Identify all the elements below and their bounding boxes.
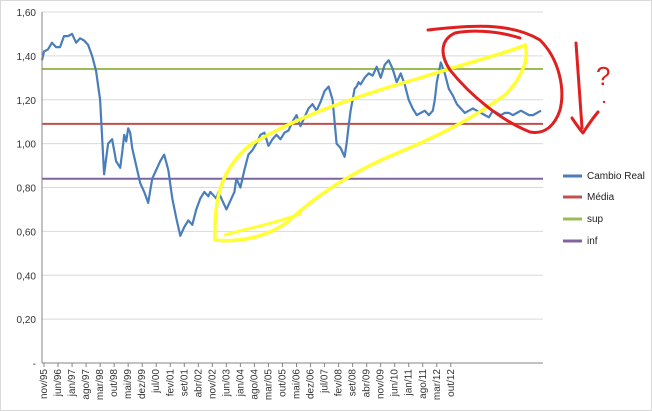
x-tick-label-2: jan/97	[67, 369, 78, 398]
cambio-real-series-line	[40, 32, 542, 237]
legend-item-media: Média	[563, 192, 615, 203]
x-tick-label-26: jan/11	[404, 369, 415, 397]
x-tick-label-16: mar/05	[263, 369, 274, 401]
x-tick-label-27: ago/11	[418, 369, 429, 399]
red-question-mark: ?	[596, 61, 610, 91]
x-tick-label-24: nov/09	[376, 369, 387, 399]
y-tick-label-8: -	[33, 359, 36, 370]
y-tick-label-0: 1,60	[17, 8, 37, 19]
x-tick-label-17: out/05	[277, 369, 288, 397]
x-tick-label-22: set/08	[348, 369, 359, 397]
x-tick-label-12: nov/02	[207, 369, 218, 399]
yellow-trend-ellipse-inner	[223, 212, 302, 237]
x-tick-label-11: abr/02	[193, 369, 204, 398]
x-tick-label-29: out/12	[446, 369, 457, 397]
y-tick-label-2: 1,20	[17, 96, 37, 107]
x-tick-label-9: fev/01	[165, 369, 176, 397]
x-tick-label-25: jun/10	[390, 369, 401, 398]
red-dot	[602, 100, 606, 104]
legend-item-inf: inf	[563, 236, 598, 247]
y-tick-label-7: 0,20	[17, 315, 37, 326]
x-tick-label-21: fev/08	[334, 369, 345, 397]
x-tick-label-5: out/98	[109, 369, 120, 397]
x-tick-label-0: nov/95	[39, 369, 50, 399]
x-tick-label-28: mar/12	[432, 369, 443, 401]
x-tick-label-6: mai/99	[123, 369, 134, 399]
x-tick-label-18: mai/06	[292, 369, 303, 399]
x-tick-label-15: ago/04	[249, 369, 260, 400]
x-axis-tick-labels: nov/95 jun/96 jan/97 ago/97 mar/98 out/98 mai/…	[39, 369, 457, 401]
x-tick-label-10: set/01	[179, 369, 190, 397]
legend-item-sup: sup	[563, 214, 604, 225]
legend-label-cambio-real: Cambio Real	[587, 171, 645, 182]
axes	[41, 12, 543, 367]
x-tick-label-19: dez/06	[306, 369, 317, 399]
y-tick-label-4: 0,80	[17, 184, 37, 195]
legend-label-sup: sup	[587, 214, 604, 225]
x-tick-label-4: mar/98	[95, 369, 106, 401]
legend-label-inf: inf	[587, 236, 598, 247]
x-tick-label-7: dez/99	[137, 369, 148, 399]
y-tick-label-3: 1,00	[17, 140, 37, 151]
hand-drawn-annotations: ?	[213, 24, 610, 243]
legend-item-cambio-real: Cambio Real	[563, 171, 645, 182]
red-down-arrow-icon	[570, 41, 600, 135]
red-circle-annotation	[426, 24, 564, 135]
x-tick-label-13: jun/03	[221, 369, 232, 398]
x-tick-label-20: jul/07	[320, 369, 331, 394]
y-tick-label-5: 0,60	[17, 227, 37, 238]
legend-label-media: Média	[587, 192, 615, 203]
y-tick-label-1: 1,40	[17, 52, 37, 63]
x-tick-label-1: jun/96	[53, 369, 64, 398]
x-tick-label-14: jan/04	[235, 369, 246, 398]
y-axis-tick-labels: 1,60 1,40 1,20 1,00 0,80 0,60 0,40 0,20 -	[17, 8, 37, 370]
x-tick-label-8: jul/00	[151, 369, 162, 394]
x-tick-label-23: abr/09	[362, 369, 373, 398]
yellow-trend-ellipse	[213, 42, 528, 243]
legend: Cambio Real Média sup inf	[563, 171, 645, 247]
y-tick-label-6: 0,40	[17, 271, 37, 282]
x-tick-label-3: ago/97	[81, 369, 92, 400]
